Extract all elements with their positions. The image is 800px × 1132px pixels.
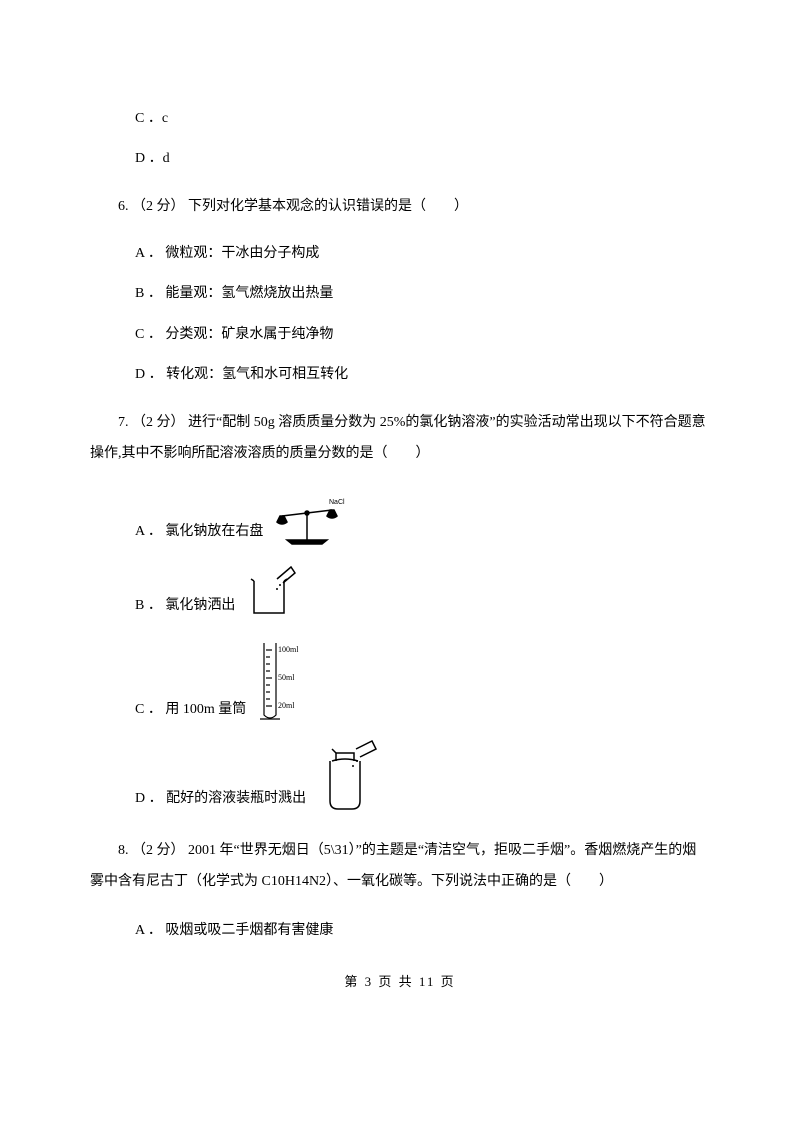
svg-text:50ml: 50ml — [278, 673, 295, 682]
option-text: ． 转化观：氢气和水可相互转化 — [149, 367, 349, 382]
option-text: ． 氯化钠洒出 — [148, 598, 236, 613]
svg-text:100ml: 100ml — [278, 645, 299, 654]
option-text: ． 能量观：氢气燃烧放出热量 — [148, 286, 334, 301]
q6-points: （2 分） — [132, 199, 185, 214]
q6-option-d: D ． 转化观：氢气和水可相互转化 — [135, 364, 710, 386]
option-text: ． 分类观：矿泉水属于纯净物 — [148, 327, 334, 342]
option-label: D — [135, 151, 145, 166]
q8-option-a: A ． 吸烟或吸二手烟都有害健康 — [135, 920, 710, 942]
option-text: ． 微粒观：干冰由分子构成 — [148, 246, 320, 261]
option-label: C — [135, 702, 144, 717]
option-text: ．d — [149, 151, 170, 166]
option-label: B — [135, 286, 144, 301]
q6-number: 6. — [118, 199, 129, 214]
page-footer: 第 3 页 共 11 页 — [90, 972, 710, 993]
q5-option-d: D ．d — [135, 148, 710, 170]
beaker-pour-icon — [239, 561, 299, 621]
option-text: ． 配好的溶液装瓶时溅出 — [149, 791, 307, 806]
option-text: ． 吸烟或吸二手烟都有害健康 — [148, 923, 334, 938]
page-content: C ．c D ．d 6. （2 分） 下列对化学基本观念的认识错误的是（ ） A… — [0, 0, 800, 1033]
q8-stem: 8. （2 分） 2001 年“世界无烟日（5\31）”的主题是“清洁空气，拒吸… — [90, 836, 710, 898]
q7-stem: 7. （2 分） 进行“配制 50g 溶质质量分数为 25%的氯化钠溶液”的实验… — [90, 408, 710, 470]
cylinder-icon: 100ml 50ml 20ml — [250, 635, 300, 725]
q7-option-b: B ． 氯化钠洒出 — [135, 561, 710, 621]
option-label: D — [135, 367, 145, 382]
q6-text: 下列对化学基本观念的认识错误的是（ ） — [188, 199, 468, 214]
option-label: A — [135, 246, 144, 261]
q5-option-c: C ．c — [135, 108, 710, 130]
q7-option-c: C ． 用 100m 量筒 100ml 50ml 20ml — [135, 635, 710, 725]
q7-option-a: A ． 氯化钠放在右盘 NaCl — [135, 492, 710, 547]
option-label: D — [135, 791, 145, 806]
q6-option-c: C ． 分类观：矿泉水属于纯净物 — [135, 324, 710, 346]
svg-text:20ml: 20ml — [278, 701, 295, 710]
option-label: C — [135, 111, 144, 126]
option-label: A — [135, 524, 144, 539]
balance-icon: NaCl — [267, 492, 347, 547]
q6-option-a: A ． 微粒观：干冰由分子构成 — [135, 243, 710, 265]
option-label: A — [135, 923, 144, 938]
bottle-pour-icon — [310, 739, 385, 814]
option-label: B — [135, 598, 144, 613]
option-label: C — [135, 327, 144, 342]
option-text: ．c — [148, 111, 168, 126]
q8-number: 8. — [118, 843, 132, 858]
q7-points: （2 分） — [132, 415, 185, 430]
option-text: ． 用 100m 量筒 — [148, 702, 246, 717]
q7-number: 7. — [118, 415, 132, 430]
q7-option-d: D ． 配好的溶液装瓶时溅出 — [135, 739, 710, 814]
svg-text:NaCl: NaCl — [329, 499, 345, 506]
option-text: ． 氯化钠放在右盘 — [148, 524, 264, 539]
q8-points: （2 分） — [132, 843, 185, 858]
q6-option-b: B ． 能量观：氢气燃烧放出热量 — [135, 283, 710, 305]
q6-stem: 6. （2 分） 下列对化学基本观念的认识错误的是（ ） — [90, 193, 710, 221]
